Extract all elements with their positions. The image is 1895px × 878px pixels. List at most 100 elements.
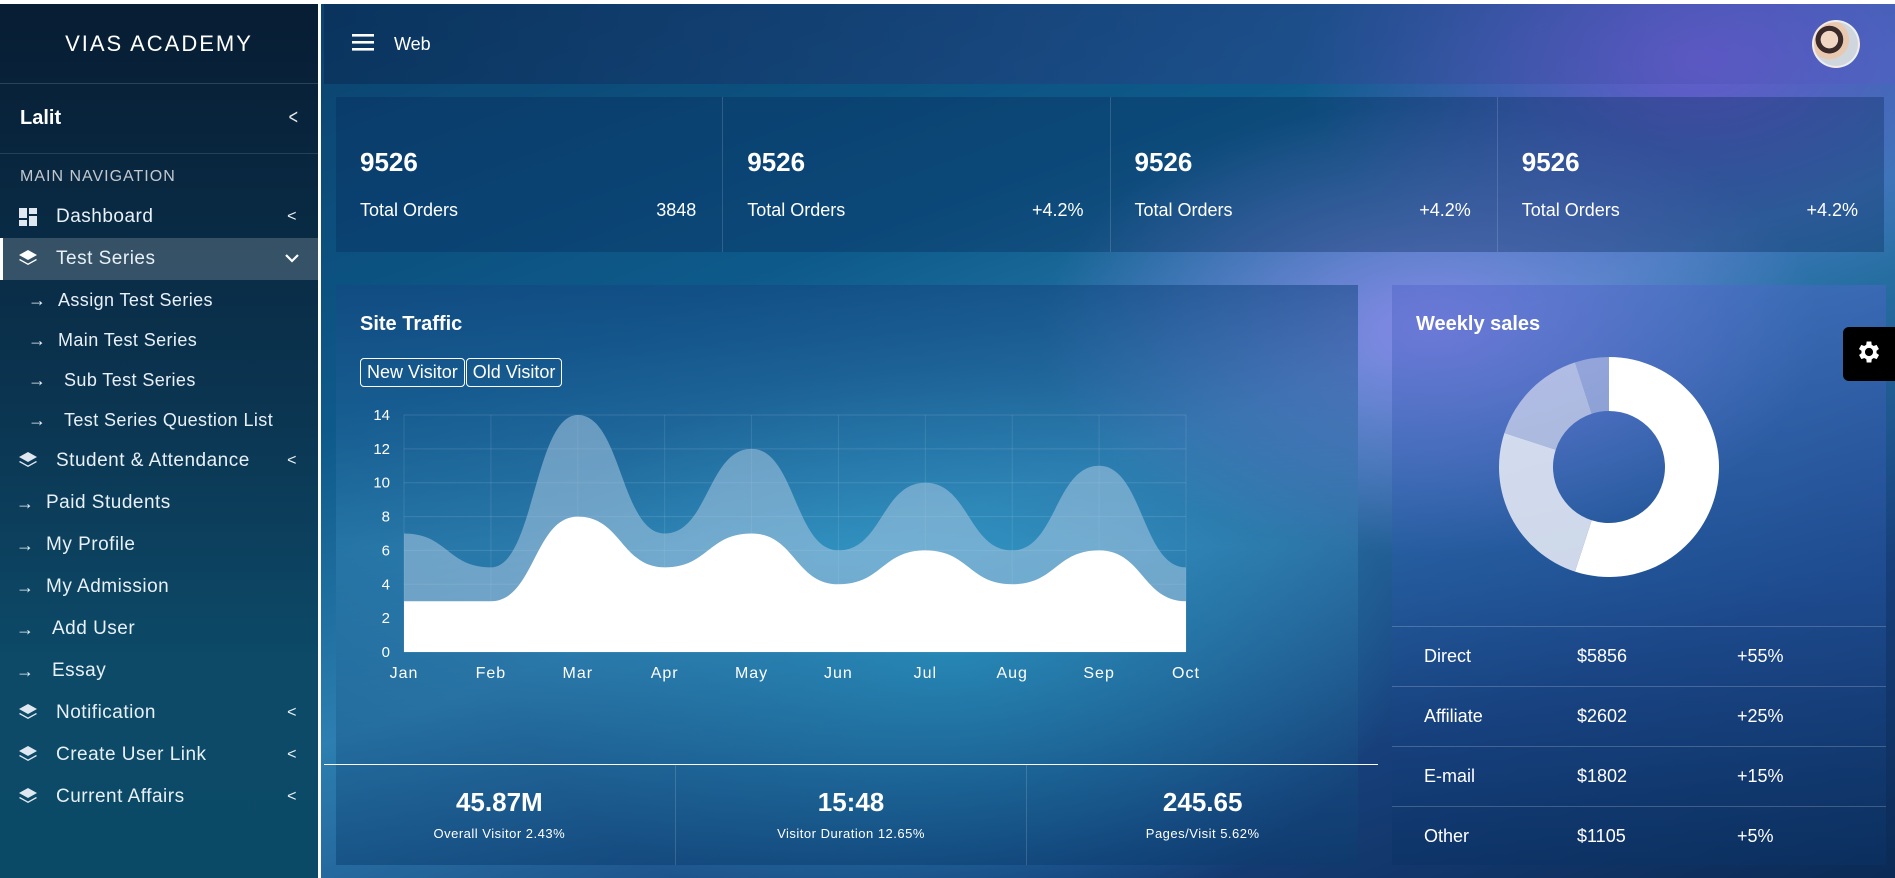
summary-caption: Pages/Visit 5.62% [1145,826,1260,841]
sidebar-item-label: Student & Attendance [56,450,250,471]
collapse-chevron-icon[interactable]: < [288,106,298,129]
row-name: Other [1424,826,1470,846]
site-traffic-card: 0 2 4 6 8 10 12 14 Jan Feb Mar Apr May Jun Jul Aug Sep Oc… [324,285,1378,865]
sidebar-item-notification[interactable]: Notification < [0,692,318,734]
row-amount: $1105 [1577,826,1626,846]
y-tick-label: 0 [382,644,390,661]
donut-slice-direct [1575,357,1719,577]
arrow-right-icon: → [16,660,35,681]
sidebar-item-label: Essay [52,660,107,681]
row-percent: +55% [1737,646,1784,666]
sidebar-subitem-assign-test-series[interactable]: → Assign Test Series [0,280,318,320]
x-tick-label: Sep [1083,665,1114,682]
table-row: E-mail $1802 +15% [1392,746,1886,806]
sidebar-item-dashboard[interactable]: Dashboard < [0,196,318,238]
x-tick-label: Feb [476,665,507,682]
arrow-right-icon: → [28,289,47,310]
y-tick-label: 10 [373,475,390,492]
weekly-sales-donut [1499,357,1719,577]
stat-value: 9526 [360,147,418,177]
sidebar-item-label: Test Series Question List [64,409,274,430]
table-row: Direct $5856 +55% [1392,626,1886,686]
user-avatar[interactable] [1812,20,1860,68]
chevron-left-icon: < [287,746,297,763]
summary-caption: Visitor Duration 12.65% [777,826,925,841]
sidebar-item-test-series[interactable]: Test Series [0,238,318,280]
row-percent: +25% [1737,706,1784,726]
y-tick-label: 12 [373,441,390,458]
stat-value: 9526 [747,147,806,177]
summary-item: 245.65 Pages/Visit 5.62% [1027,765,1378,865]
x-tick-label: Jul [914,665,937,682]
y-tick-label: 6 [382,542,390,559]
settings-gear-button[interactable] [1843,327,1895,381]
stat-card: 9526 Total Orders 3848 [336,97,724,252]
row-amount: $5856 [1577,646,1628,666]
summary-value: 45.87M [455,787,543,817]
user-name: Lalit [20,107,62,129]
chevron-left-icon: < [287,704,297,721]
sidebar-item-label: My Admission [46,576,170,597]
x-tick-label: Mar [562,665,593,682]
top-header: Web [324,4,1895,84]
stat-value: 9526 [1134,147,1193,177]
row-name: Affiliate [1424,706,1483,726]
hamburger-menu-icon[interactable] [352,30,374,58]
stat-label: Total Orders [1521,200,1620,220]
stat-card: 9526 Total Orders +4.2% [723,97,1111,252]
sidebar-item-label: Dashboard [56,206,154,227]
summary-item: 45.87M Overall Visitor 2.43% [324,765,676,865]
sidebar-item-label: Assign Test Series [58,289,213,310]
stat-label: Total Orders [1134,200,1233,220]
sidebar-item-create-user-link[interactable]: Create User Link < [0,734,318,776]
legend-old-visitor[interactable]: Old Visitor [465,358,563,387]
site-traffic-chart: 0 2 4 6 8 10 12 14 Jan Feb Mar Apr May Jun Jul Aug Sep Oc… [373,407,1199,682]
legend-new-visitor[interactable]: New Visitor [360,358,465,387]
sidebar-item-add-user[interactable]: → Add User [0,608,318,650]
sidebar-item-student-attendance[interactable]: Student & Attendance < [0,440,318,482]
x-tick-label: Apr [651,665,679,682]
layers-icon [16,449,40,473]
stat-label: Total Orders [360,200,459,220]
sidebar-subitem-main-test-series[interactable]: → Main Test Series [0,320,318,360]
weekly-sales-card: Weekly sales Direct $5856 +55% Affiliate… [1392,285,1886,865]
chevron-down-icon [282,250,302,268]
header-title: Web [394,33,431,54]
arrow-right-icon: → [16,492,35,513]
sidebar-item-current-affairs[interactable]: Current Affairs < [0,776,318,818]
sidebar-subitem-sub-test-series[interactable]: → Sub Test Series [0,360,318,400]
table-row: Other $1105 +5% [1392,806,1886,866]
y-tick-label: 2 [382,610,390,627]
sales-table: Direct $5856 +55% Affiliate $2602 +25% E… [1392,626,1886,866]
arrow-right-icon: → [16,618,35,639]
sidebar: VIAS ACADEMY Lalit < MAIN NAVIGATION Das… [0,4,321,878]
stat-card: 9526 Total Orders +4.2% [1498,97,1884,252]
gear-icon [1855,338,1883,371]
sidebar-item-my-profile[interactable]: → My Profile [0,524,318,566]
area-series-new-visitor [404,516,1186,652]
sidebar-item-paid-students[interactable]: → Paid Students [0,482,318,524]
stat-value: 9526 [1521,147,1580,177]
stat-extra: +4.2% [1806,200,1858,220]
arrow-right-icon: → [28,409,47,430]
card-title: Site Traffic [360,313,463,335]
summary-caption: Overall Visitor 2.43% [433,826,566,841]
traffic-summary: 45.87M Overall Visitor 2.43% 15:48 Visit… [324,764,1378,865]
layers-icon [16,701,40,725]
donut-slice-affiliate [1499,433,1592,572]
layers-icon [16,247,40,271]
layers-icon [16,743,40,767]
brand-logo[interactable]: VIAS ACADEMY [0,4,318,84]
chevron-left-icon: < [287,208,297,225]
chevron-left-icon: < [287,452,297,469]
user-row[interactable]: Lalit < [0,84,318,154]
sidebar-item-my-admission[interactable]: → My Admission [0,566,318,608]
arrow-right-icon: → [16,576,35,597]
sidebar-subitem-test-series-question-list[interactable]: → Test Series Question List [0,400,318,440]
y-tick-label: 4 [382,576,390,593]
sidebar-item-essay[interactable]: → Essay [0,650,318,692]
chart-legend: New Visitor Old Visitor [360,358,563,387]
top-frame-line [0,0,1895,4]
summary-value: 15:48 [817,787,885,817]
y-tick-label: 14 [373,407,390,424]
